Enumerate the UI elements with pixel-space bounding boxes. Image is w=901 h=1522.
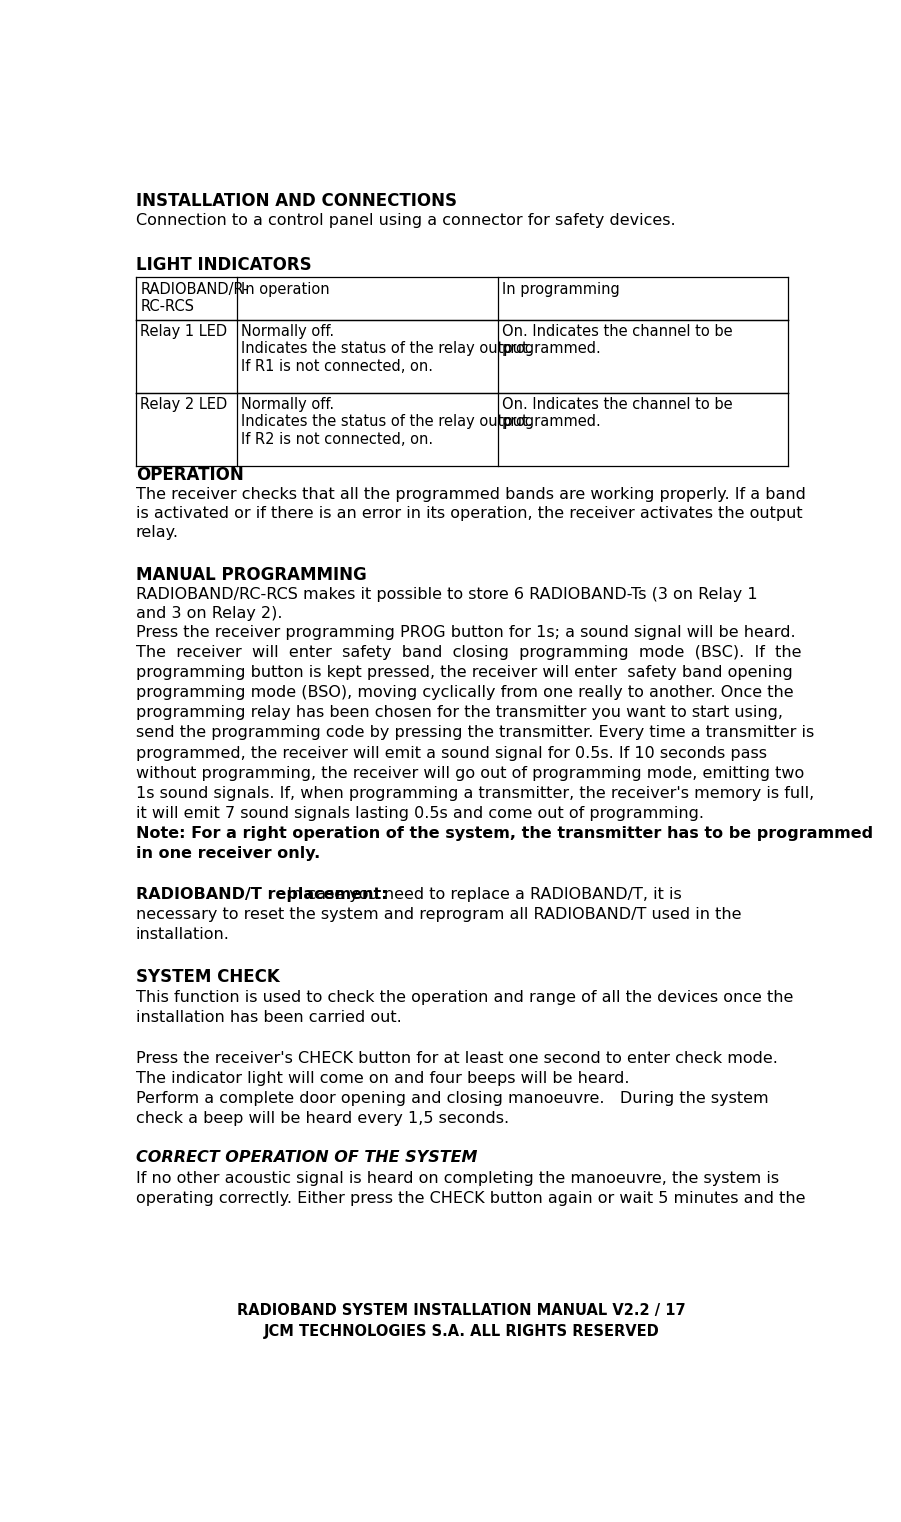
Text: without programming, the receiver will go out of programming mode, emitting two: without programming, the receiver will g…	[136, 766, 804, 781]
Text: MANUAL PROGRAMMING: MANUAL PROGRAMMING	[136, 566, 367, 584]
Text: Relay 1 LED: Relay 1 LED	[141, 324, 227, 339]
Text: send the programming code by pressing the transmitter. Every time a transmitter : send the programming code by pressing th…	[136, 726, 815, 741]
Text: RADIOBAND/R-
RC-RCS: RADIOBAND/R- RC-RCS	[141, 282, 249, 314]
Text: programming relay has been chosen for the transmitter you want to start using,: programming relay has been chosen for th…	[136, 706, 783, 720]
Text: JCM TECHNOLOGIES S.A. ALL RIGHTS RESERVED: JCM TECHNOLOGIES S.A. ALL RIGHTS RESERVE…	[264, 1324, 660, 1339]
Text: operating correctly. Either press the CHECK button again or wait 5 minutes and t: operating correctly. Either press the CH…	[136, 1190, 805, 1205]
Text: On. Indicates the channel to be
programmed.: On. Indicates the channel to be programm…	[502, 397, 733, 429]
Text: Relay 2 LED: Relay 2 LED	[141, 397, 227, 412]
Text: Note: For a right operation of the system, the transmitter has to be programmed: Note: For a right operation of the syste…	[136, 825, 873, 840]
Text: This function is used to check the operation and range of all the devices once t: This function is used to check the opera…	[136, 989, 793, 1005]
Text: The indicator light will come on and four beeps will be heard.: The indicator light will come on and fou…	[136, 1071, 630, 1087]
Text: In operation: In operation	[241, 282, 330, 297]
Text: installation.: installation.	[136, 927, 230, 942]
Text: relay.: relay.	[136, 525, 179, 540]
Text: In programming: In programming	[502, 282, 620, 297]
Text: LIGHT INDICATORS: LIGHT INDICATORS	[136, 256, 312, 274]
Text: is activated or if there is an error in its operation, the receiver activates th: is activated or if there is an error in …	[136, 505, 803, 521]
Text: RADIOBAND/T replacement:: RADIOBAND/T replacement:	[136, 887, 387, 903]
Text: On. Indicates the channel to be
programmed.: On. Indicates the channel to be programm…	[502, 324, 733, 356]
Text: and 3 on Relay 2).: and 3 on Relay 2).	[136, 606, 282, 621]
Text: Normally off.
Indicates the status of the relay output.
If R2 is not connected, : Normally off. Indicates the status of th…	[241, 397, 532, 447]
Text: Normally off.
Indicates the status of the relay output.
If R1 is not connected, : Normally off. Indicates the status of th…	[241, 324, 532, 374]
Text: If no other acoustic signal is heard on completing the manoeuvre, the system is: If no other acoustic signal is heard on …	[136, 1170, 779, 1186]
Text: CORRECT OPERATION OF THE SYSTEM: CORRECT OPERATION OF THE SYSTEM	[136, 1149, 478, 1164]
Text: The  receiver  will  enter  safety  band  closing  programming  mode  (BSC).  If: The receiver will enter safety band clos…	[136, 645, 801, 661]
Text: programmed, the receiver will emit a sound signal for 0.5s. If 10 seconds pass: programmed, the receiver will emit a sou…	[136, 746, 767, 761]
Text: installation has been carried out.: installation has been carried out.	[136, 1009, 402, 1024]
Text: Press the receiver's CHECK button for at least one second to enter check mode.: Press the receiver's CHECK button for at…	[136, 1052, 778, 1067]
Text: it will emit 7 sound signals lasting 0.5s and come out of programming.: it will emit 7 sound signals lasting 0.5…	[136, 805, 704, 820]
Text: necessary to reset the system and reprogram all RADIOBAND/T used in the: necessary to reset the system and reprog…	[136, 907, 742, 922]
Text: SYSTEM CHECK: SYSTEM CHECK	[136, 968, 279, 986]
Text: 1s sound signals. If, when programming a transmitter, the receiver's memory is f: 1s sound signals. If, when programming a…	[136, 785, 815, 801]
Text: The receiver checks that all the programmed bands are working properly. If a ban: The receiver checks that all the program…	[136, 487, 805, 502]
Text: Press the receiver programming PROG button for 1s; a sound signal will be heard.: Press the receiver programming PROG butt…	[136, 626, 796, 641]
Text: Connection to a control panel using a connector for safety devices.: Connection to a control panel using a co…	[136, 213, 676, 228]
Text: In case you need to replace a RADIOBAND/T, it is: In case you need to replace a RADIOBAND/…	[278, 887, 682, 903]
Text: OPERATION: OPERATION	[136, 466, 243, 484]
Text: programming mode (BSO), moving cyclically from one really to another. Once the: programming mode (BSO), moving cyclicall…	[136, 685, 794, 700]
Text: programming button is kept pressed, the receiver will enter  safety band opening: programming button is kept pressed, the …	[136, 665, 793, 680]
Text: RADIOBAND SYSTEM INSTALLATION MANUAL V2.2 / 17: RADIOBAND SYSTEM INSTALLATION MANUAL V2.…	[238, 1303, 686, 1318]
Text: in one receiver only.: in one receiver only.	[136, 846, 320, 860]
Text: INSTALLATION AND CONNECTIONS: INSTALLATION AND CONNECTIONS	[136, 192, 457, 210]
Text: RADIOBAND/RC-RCS makes it possible to store 6 RADIOBAND-Ts (3 on Relay 1: RADIOBAND/RC-RCS makes it possible to st…	[136, 587, 758, 601]
Text: Perform a complete door opening and closing manoeuvre.   During the system: Perform a complete door opening and clos…	[136, 1091, 769, 1106]
Text: check a beep will be heard every 1,5 seconds.: check a beep will be heard every 1,5 sec…	[136, 1111, 509, 1126]
